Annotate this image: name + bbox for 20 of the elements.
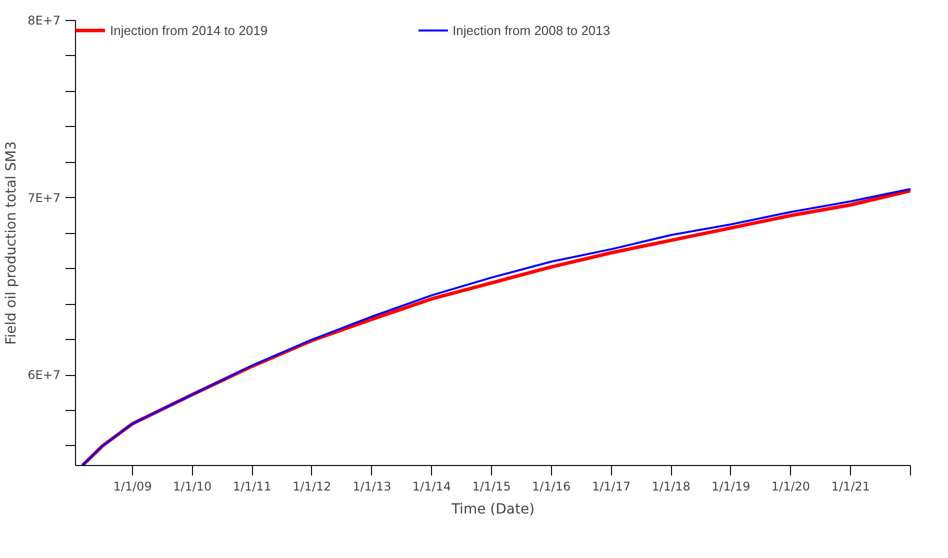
x-tick-label: 1/1/13 bbox=[352, 480, 392, 494]
x-tick-label: 1/1/19 bbox=[712, 480, 750, 494]
legend-label: Injection from 2014 to 2019 bbox=[110, 22, 268, 38]
legend-label: Injection from 2008 to 2013 bbox=[452, 22, 610, 38]
x-tick-label: 1/1/11 bbox=[232, 480, 272, 494]
x-tick-label: 1/1/16 bbox=[532, 480, 571, 494]
x-tick-label: 1/1/12 bbox=[292, 480, 332, 494]
x-tick-label: 1/1/10 bbox=[173, 480, 212, 494]
x-tick-label: 1/1/21 bbox=[831, 480, 870, 494]
x-tick-label: 1/1/09 bbox=[113, 480, 152, 494]
y-tick-label: 6E+7 bbox=[28, 368, 60, 382]
x-tick-label: 1/1/14 bbox=[412, 480, 452, 494]
x-axis-title: Time (Date) bbox=[450, 502, 535, 518]
x-tick-label: 1/1/18 bbox=[652, 480, 690, 494]
x-tick-label: 1/1/15 bbox=[472, 480, 511, 494]
y-tick-label: 7E+7 bbox=[28, 190, 60, 205]
y-tick-label: 8E+7 bbox=[28, 14, 60, 28]
x-tick-label: 1/1/17 bbox=[592, 480, 631, 494]
x-tick-label: 1/1/20 bbox=[771, 480, 810, 494]
y-axis-title: Field oil production total SM3 bbox=[4, 141, 20, 345]
